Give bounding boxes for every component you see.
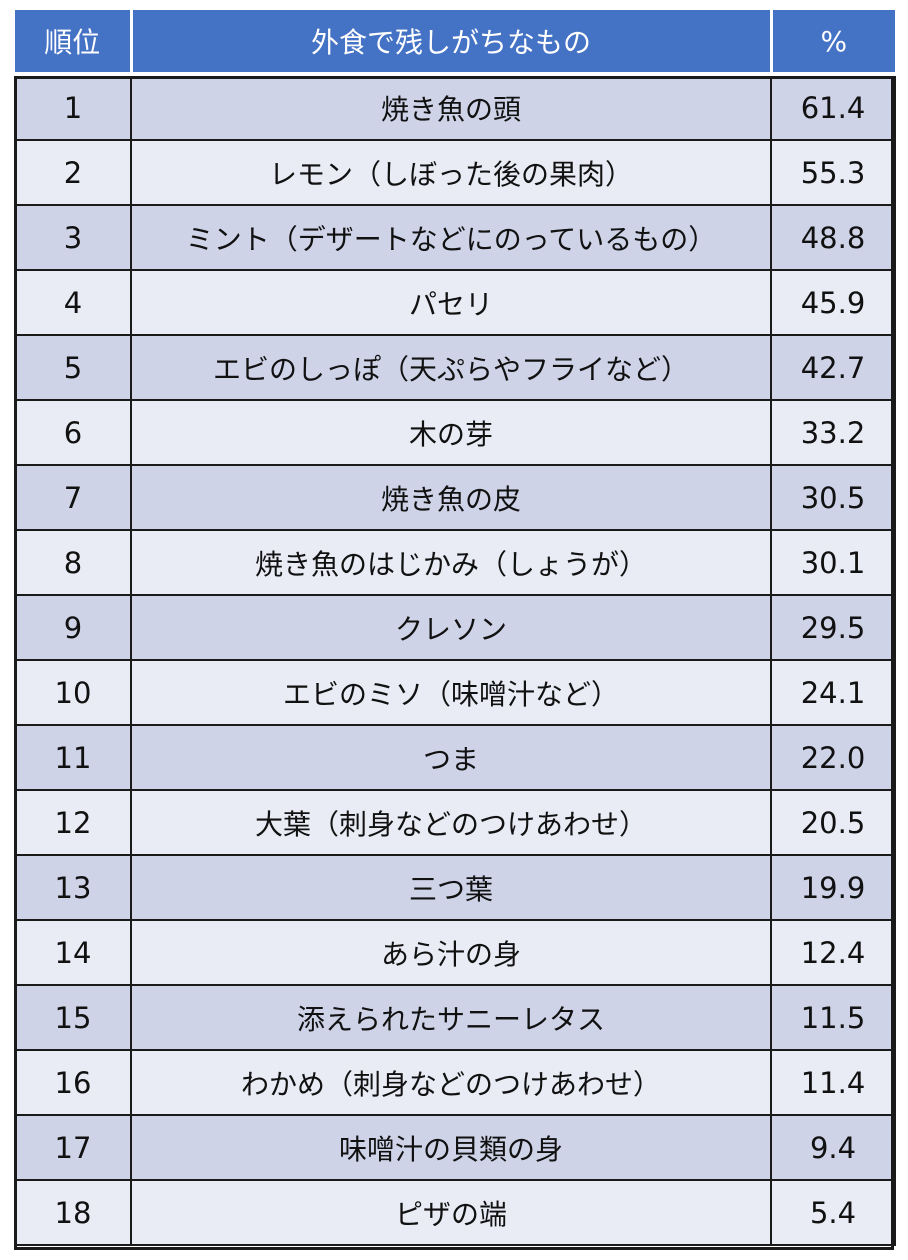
percent-cell: 9.4 <box>770 1114 896 1181</box>
rank-cell: 17 <box>14 1114 132 1181</box>
table-row: 4 パセリ 45.9 <box>14 269 896 336</box>
rank-cell: 14 <box>14 919 132 986</box>
percent-cell: 11.4 <box>770 1049 896 1116</box>
header-rank: 順位 <box>15 10 133 76</box>
percent-cell: 42.7 <box>770 334 896 401</box>
rank-cell: 13 <box>14 854 132 921</box>
percent-cell: 30.1 <box>770 529 896 596</box>
percent-cell: 45.9 <box>770 269 896 336</box>
table-row: 3 ミント（デザートなどにのっているもの） 48.8 <box>14 204 896 271</box>
table-row: 17 味噌汁の貝類の身 9.4 <box>14 1114 896 1181</box>
table-row: 1 焼き魚の頭 61.4 <box>14 73 896 141</box>
percent-cell: 11.5 <box>770 984 896 1051</box>
table-row: 15 添えられたサニーレタス 11.5 <box>14 984 896 1051</box>
item-cell: ピザの端 <box>130 1179 772 1246</box>
percent-cell: 20.5 <box>770 789 896 856</box>
table-row: 14 あら汁の身 12.4 <box>14 919 896 986</box>
item-cell: 木の芽 <box>130 399 772 466</box>
percent-cell: 55.3 <box>770 139 896 206</box>
percent-cell: 5.4 <box>770 1179 896 1246</box>
table-row: 18 ピザの端 5.4 <box>14 1179 896 1246</box>
item-cell: エビのミソ（味噌汁など） <box>130 659 772 726</box>
rank-cell: 10 <box>14 659 132 726</box>
item-cell: あら汁の身 <box>130 919 772 986</box>
table-row: 13 三つ葉 19.9 <box>14 854 896 921</box>
ranking-table: 順位 外食で残しがちなもの % 1 焼き魚の頭 61.4 2 レモン（しぼった後の果肉）… <box>14 10 896 1246</box>
item-cell: エビのしっぽ（天ぷらやフライなど） <box>130 334 772 401</box>
percent-cell: 12.4 <box>770 919 896 986</box>
item-cell: 大葉（刺身などのつけあわせ） <box>130 789 772 856</box>
table-body: 1 焼き魚の頭 61.4 2 レモン（しぼった後の果肉） 55.3 3 ミント（デザートなどに… <box>14 73 896 1246</box>
item-cell: クレソン <box>130 594 772 661</box>
ranking-table-container: 順位 外食で残しがちなもの % 1 焼き魚の頭 61.4 2 レモン（しぼった後の果肉）… <box>14 10 896 1250</box>
header-percent: % <box>771 10 895 76</box>
table-row: 11 つま 22.0 <box>14 724 896 791</box>
item-cell: 添えられたサニーレタス <box>130 984 772 1051</box>
item-cell: 焼き魚の皮 <box>130 464 772 531</box>
rank-cell: 6 <box>14 399 132 466</box>
percent-cell: 29.5 <box>770 594 896 661</box>
rank-cell: 2 <box>14 139 132 206</box>
rank-cell: 1 <box>14 73 132 141</box>
table-row: 5 エビのしっぽ（天ぷらやフライなど） 42.7 <box>14 334 896 401</box>
item-cell: レモン（しぼった後の果肉） <box>130 139 772 206</box>
item-cell: つま <box>130 724 772 791</box>
item-cell: パセリ <box>130 269 772 336</box>
table-row: 16 わかめ（刺身などのつけあわせ） 11.4 <box>14 1049 896 1116</box>
rank-cell: 9 <box>14 594 132 661</box>
rank-cell: 12 <box>14 789 132 856</box>
table-row: 12 大葉（刺身などのつけあわせ） 20.5 <box>14 789 896 856</box>
percent-cell: 24.1 <box>770 659 896 726</box>
percent-cell: 33.2 <box>770 399 896 466</box>
table-row: 10 エビのミソ（味噌汁など） 24.1 <box>14 659 896 726</box>
percent-cell: 22.0 <box>770 724 896 791</box>
rank-cell: 16 <box>14 1049 132 1116</box>
item-cell: 焼き魚の頭 <box>130 73 772 141</box>
rank-cell: 7 <box>14 464 132 531</box>
table-row: 7 焼き魚の皮 30.5 <box>14 464 896 531</box>
item-cell: 焼き魚のはじかみ（しょうが） <box>130 529 772 596</box>
rank-cell: 8 <box>14 529 132 596</box>
item-cell: 三つ葉 <box>130 854 772 921</box>
item-cell: 味噌汁の貝類の身 <box>130 1114 772 1181</box>
percent-cell: 61.4 <box>770 73 896 141</box>
percent-cell: 48.8 <box>770 204 896 271</box>
percent-cell: 30.5 <box>770 464 896 531</box>
table-row: 6 木の芽 33.2 <box>14 399 896 466</box>
rank-cell: 4 <box>14 269 132 336</box>
table-row: 8 焼き魚のはじかみ（しょうが） 30.1 <box>14 529 896 596</box>
item-cell: ミント（デザートなどにのっているもの） <box>130 204 772 271</box>
rank-cell: 15 <box>14 984 132 1051</box>
percent-cell: 19.9 <box>770 854 896 921</box>
table-row: 2 レモン（しぼった後の果肉） 55.3 <box>14 139 896 206</box>
table-row: 9 クレソン 29.5 <box>14 594 896 661</box>
header-item: 外食で残しがちなもの <box>131 10 773 76</box>
item-cell: わかめ（刺身などのつけあわせ） <box>130 1049 772 1116</box>
header-row: 順位 外食で残しがちなもの % <box>15 10 895 76</box>
rank-cell: 11 <box>14 724 132 791</box>
rank-cell: 5 <box>14 334 132 401</box>
rank-cell: 18 <box>14 1179 132 1246</box>
rank-cell: 3 <box>14 204 132 271</box>
